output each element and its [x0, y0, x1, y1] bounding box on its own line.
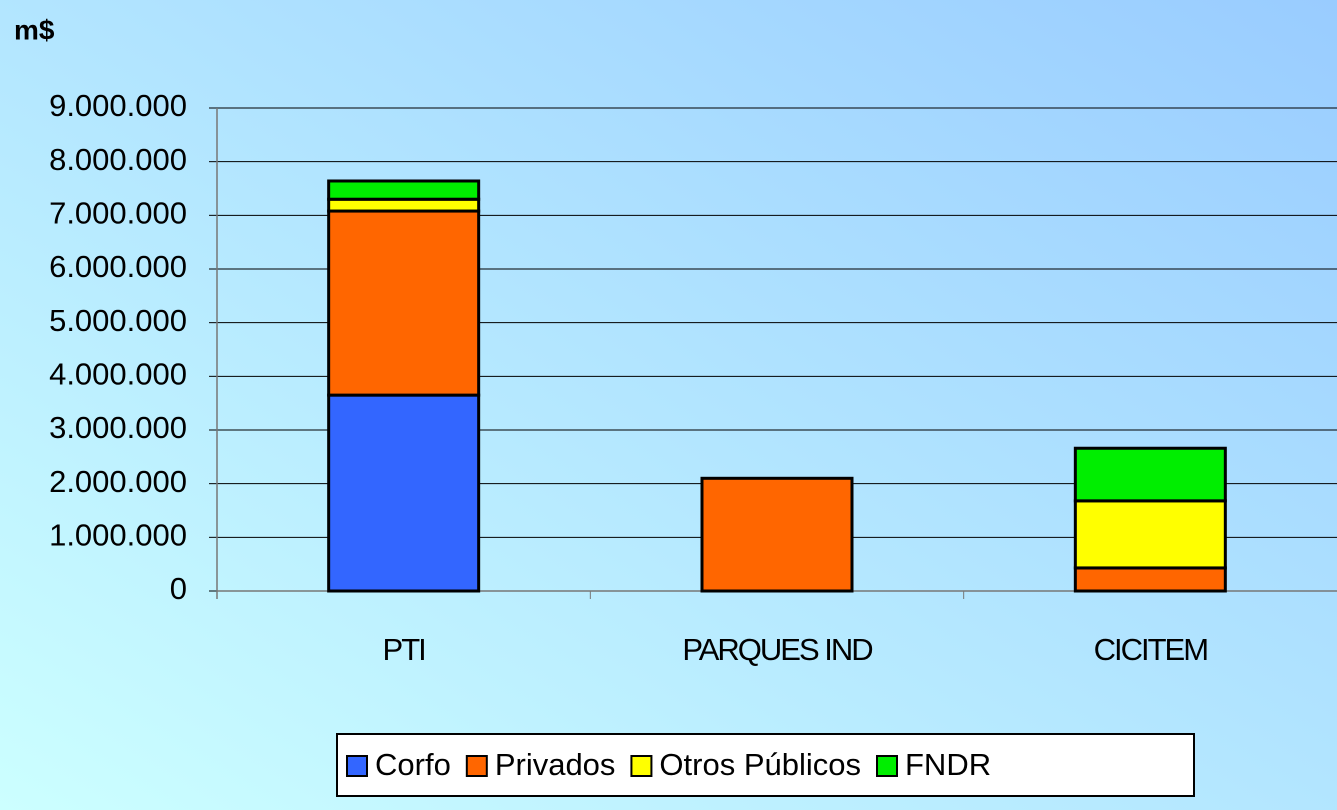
y-tick-label: 3.000.000 [49, 410, 187, 445]
legend-swatch [876, 755, 898, 777]
y-tick-label: 5.000.000 [49, 303, 187, 338]
y-tick-label: 4.000.000 [49, 357, 187, 392]
y-tick-label: 1.000.000 [49, 518, 187, 553]
y-tick-label: 6.000.000 [49, 249, 187, 284]
legend-swatch [346, 755, 368, 777]
bar-segment [327, 197, 481, 213]
bar-segment [1073, 446, 1227, 503]
y-tick-label: 7.000.000 [49, 196, 187, 231]
legend-label: Corfo [375, 747, 451, 782]
x-tick-label: PARQUES IND [682, 632, 872, 667]
legend-swatch [465, 755, 488, 777]
y-tick-label: 2.000.000 [49, 464, 187, 499]
legend-label: Privados [495, 747, 616, 782]
y-tick-label: 9.000.000 [49, 88, 187, 123]
x-tick-label: CICITEM [1094, 632, 1208, 667]
y-tick-label: 8.000.000 [49, 142, 187, 177]
y-tick-label: 0 [170, 571, 187, 606]
legend-label: Otros Públicos [659, 747, 861, 782]
bar-segment [327, 209, 481, 397]
legend-label: FNDR [905, 747, 991, 782]
bar-segment [1073, 499, 1227, 570]
bar-segment [327, 393, 481, 593]
chart-title: m$ [14, 14, 55, 45]
bar-segment [1073, 566, 1227, 593]
legend-swatch [630, 755, 653, 777]
x-tick-label: PTI [383, 632, 425, 667]
bar-segment [327, 179, 481, 201]
bar-segment [700, 476, 854, 593]
